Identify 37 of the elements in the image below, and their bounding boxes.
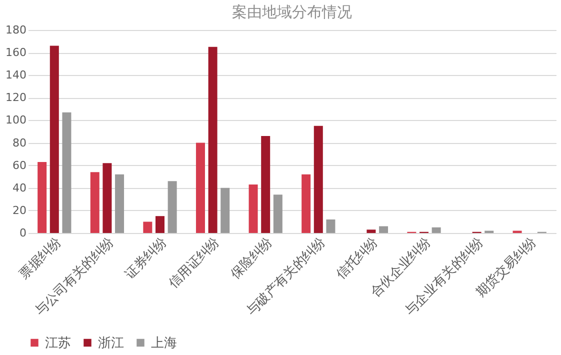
bar [168,181,177,233]
bar [366,230,376,233]
bar [379,226,388,233]
bar [38,162,47,233]
y-tick-label: 180 [6,24,26,36]
y-tick-label: 160 [6,46,26,60]
bar [62,112,72,233]
legend-label: 上海 [151,336,177,351]
bar [156,216,164,233]
bar [314,126,323,233]
bar [102,163,112,233]
bar [220,188,230,233]
y-tick-label: 0 [20,226,26,240]
y-tick-label: 120 [6,91,26,104]
y-tick-label: 140 [6,68,26,82]
y-tick-label: 100 [6,114,26,127]
y-tick-label: 60 [12,158,26,172]
legend-label: 江苏 [45,336,71,351]
x-tick-label: 保险纠纷 [228,234,276,282]
y-tick-label: 80 [12,136,26,150]
legend-label: 浙江 [98,336,124,351]
bar [196,142,205,233]
bar [273,194,282,233]
bar [208,46,218,233]
bar [302,174,311,233]
bar [326,219,336,233]
bar [248,184,258,233]
bar [90,172,100,233]
bar [143,222,152,233]
x-tick-label: 信托纠纷 [334,234,382,282]
y-tick-label: 40 [12,181,26,194]
y-tick-label: 20 [12,204,26,217]
bar [50,46,59,233]
bar [115,174,124,233]
bar [261,136,270,233]
bar [432,227,441,233]
chart-title: 案由地域分布情况 [232,3,352,21]
